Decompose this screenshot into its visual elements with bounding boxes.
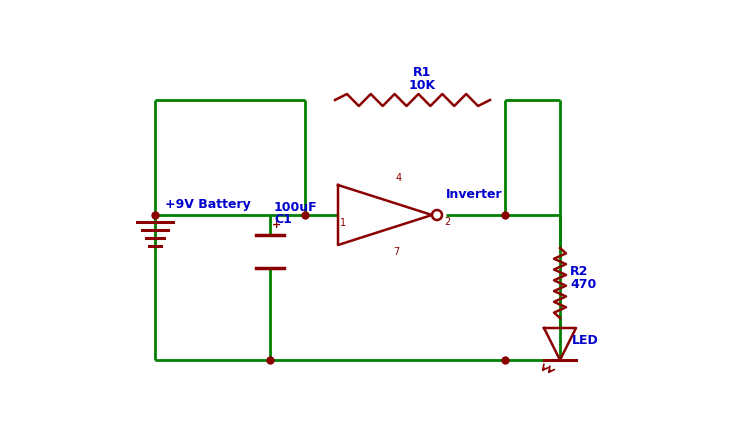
Text: 4: 4	[396, 173, 402, 183]
Text: 470: 470	[570, 278, 596, 291]
Text: R2: R2	[570, 265, 588, 278]
Text: 2: 2	[444, 217, 450, 227]
Text: Inverter: Inverter	[446, 188, 502, 201]
Text: +9V Battery: +9V Battery	[165, 198, 250, 211]
Text: 10K: 10K	[409, 79, 436, 92]
Text: 100uF: 100uF	[274, 201, 317, 214]
Text: +: +	[272, 220, 281, 230]
Text: 1: 1	[340, 218, 346, 228]
Text: 7: 7	[393, 247, 399, 257]
Text: R1: R1	[414, 66, 432, 79]
Text: C1: C1	[274, 213, 292, 226]
Text: LED: LED	[572, 334, 599, 347]
